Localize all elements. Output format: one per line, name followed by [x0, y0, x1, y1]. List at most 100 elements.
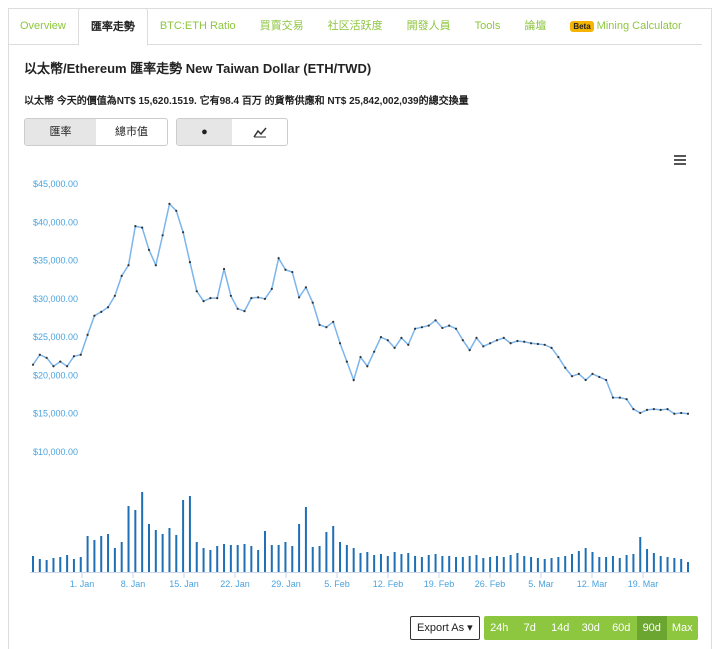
- price-point: [72, 355, 76, 358]
- volume-bar: [543, 559, 546, 572]
- price-point: [332, 320, 335, 323]
- tab[interactable]: 匯率走勢: [77, 8, 148, 46]
- range-button[interactable]: 30d: [581, 622, 600, 634]
- volume-bar: [652, 553, 655, 572]
- price-point: [475, 336, 478, 340]
- price-point: [659, 408, 662, 411]
- export-button[interactable]: Export As ▾: [410, 616, 480, 640]
- price-point: [632, 408, 635, 411]
- price-point: [529, 342, 533, 345]
- price-point: [188, 261, 192, 264]
- price-line: [32, 202, 689, 415]
- price-point: [502, 336, 505, 340]
- tab[interactable]: Beta Mining Calculator: [558, 8, 693, 44]
- tab[interactable]: 買賣交易: [259, 20, 304, 32]
- price-point: [523, 340, 526, 343]
- menu-icon[interactable]: [674, 155, 686, 165]
- volume-bar: [161, 534, 164, 572]
- toggle-button[interactable]: ●: [177, 119, 232, 145]
- price-point: [461, 339, 464, 342]
- price-point: [141, 226, 144, 229]
- volume-bar: [86, 536, 89, 572]
- range-button[interactable]: Max: [671, 622, 693, 634]
- price-point: [618, 396, 621, 399]
- volume-bar: [591, 552, 594, 572]
- price-point: [113, 294, 116, 297]
- price-point: [257, 296, 260, 299]
- price-point: [536, 342, 539, 346]
- price-point: [516, 339, 519, 343]
- toggle-button[interactable]: 匯率: [25, 119, 96, 145]
- volume-bar: [311, 547, 314, 572]
- price-point: [202, 300, 205, 303]
- volume-bar: [304, 507, 307, 572]
- volume-bar: [687, 562, 689, 572]
- price-point: [79, 353, 82, 356]
- toggle-button[interactable]: [232, 119, 287, 145]
- price-point: [448, 324, 451, 327]
- range-button[interactable]: 90d: [636, 616, 667, 640]
- line-icon: [252, 127, 267, 138]
- volume-bar: [52, 558, 55, 572]
- volume-bar: [298, 524, 301, 572]
- volume-bar: [618, 558, 621, 572]
- volume-bar: [202, 548, 205, 572]
- volume-bar: [195, 542, 198, 572]
- volume-bar: [216, 546, 219, 572]
- price-point: [441, 326, 444, 330]
- volume-bar: [182, 500, 185, 572]
- price-point: [359, 355, 362, 359]
- volume-bar: [673, 558, 676, 572]
- volume-bar: [523, 556, 526, 572]
- volume-bar: [318, 546, 321, 572]
- x-tick-label: 26. Feb: [475, 579, 506, 589]
- price-point: [379, 336, 383, 339]
- tab[interactable]: 開發人員: [406, 20, 451, 32]
- y-tick-label: $30,000.00: [33, 294, 78, 304]
- volume-bar: [175, 535, 178, 572]
- price-point: [325, 326, 328, 329]
- volume-bar: [284, 542, 287, 572]
- volume-bar: [352, 548, 355, 572]
- volume-bar: [345, 545, 348, 572]
- volume-bar: [107, 534, 110, 572]
- price-point: [680, 411, 683, 415]
- tab[interactable]: Tools: [474, 20, 501, 32]
- tab[interactable]: 社区活跃度: [327, 20, 383, 32]
- volume-bar: [461, 557, 464, 572]
- tab[interactable]: Overview: [20, 20, 66, 32]
- volume-bar: [441, 556, 444, 572]
- volume-bar: [379, 554, 382, 572]
- tab[interactable]: BTC:ETH Ratio: [159, 20, 236, 32]
- volume-bar: [502, 557, 505, 572]
- volume-bar: [72, 559, 75, 572]
- volume-bar: [291, 546, 294, 572]
- volume-bar: [127, 506, 130, 572]
- x-tick-label: 12. Feb: [373, 579, 404, 589]
- volume-bar: [250, 546, 253, 572]
- volume-bar: [509, 555, 512, 572]
- price-point: [413, 327, 417, 330]
- price-point: [373, 350, 376, 353]
- beta-badge: Beta: [570, 21, 594, 32]
- volume-bar: [277, 545, 280, 572]
- price-point: [366, 365, 369, 368]
- volume-bar: [571, 554, 574, 572]
- volume-bar: [536, 558, 539, 572]
- range-button[interactable]: 24h: [490, 622, 509, 634]
- price-point: [291, 270, 294, 274]
- range-button[interactable]: 60d: [612, 622, 631, 634]
- toggle-button[interactable]: 總市值: [115, 126, 148, 138]
- range-button[interactable]: 7d: [523, 622, 536, 634]
- volume-bar: [482, 558, 485, 572]
- price-point: [270, 287, 273, 291]
- price-point: [93, 314, 96, 317]
- price-point: [120, 274, 123, 277]
- volume-bar: [495, 556, 498, 572]
- range-button[interactable]: 14d: [551, 622, 570, 634]
- tab[interactable]: 論壇: [524, 20, 547, 32]
- export-label: Export As: [417, 622, 465, 634]
- volume-bar: [680, 559, 683, 572]
- volume-bar: [625, 555, 628, 572]
